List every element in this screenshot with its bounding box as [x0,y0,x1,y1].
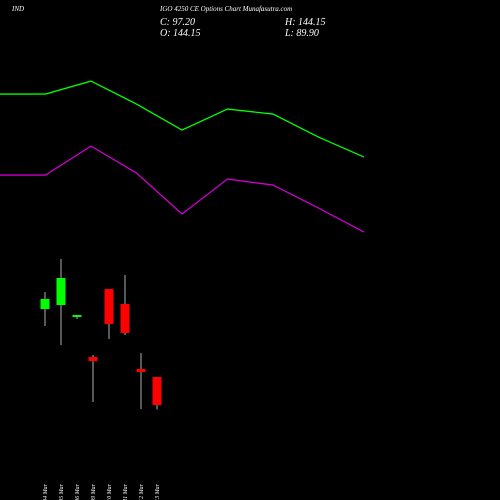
x-tick-label: 09 Mar [91,483,97,500]
x-tick-label: 05 Mar [59,483,65,500]
candle-body [136,368,146,373]
line-series [0,145,365,233]
candle-body [56,278,66,306]
x-tick-label: 04 Mar [42,483,49,500]
chart-title: IND [11,5,24,13]
candle-body [88,356,98,361]
x-tick-label: 06 Mar [75,483,81,500]
info-label: L: 89.90 [284,28,319,39]
candle-body [104,289,114,325]
x-tick-label: 10 Mar [107,483,113,500]
candle-body [40,298,50,310]
x-tick-label: 13 Mar [155,483,161,500]
info-label: C: 97.20 [160,17,195,28]
candle-body [120,303,130,334]
line-series [0,80,365,158]
candle-body [72,315,82,317]
info-label: H: 144.15 [284,17,326,28]
chart-subtitle: IGO 4250 CE Options Chart Munafasutra.co… [159,5,292,13]
x-tick-label: 12 Mar [139,483,145,500]
candle-body [152,376,162,405]
x-tick-label: 11 Mar [123,483,129,500]
info-label: O: 144.15 [160,28,201,39]
